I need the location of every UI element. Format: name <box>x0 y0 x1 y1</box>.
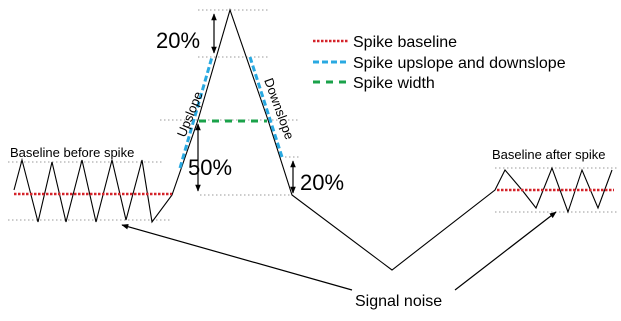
legend-item-spike-baseline: Spike baseline <box>313 34 457 51</box>
pct-right-label: 20% <box>300 170 344 195</box>
legend-item-spike-slope: Spike upslope and downslope <box>313 55 566 72</box>
pct-top-label: 20% <box>156 28 200 53</box>
noise-arrow-left <box>121 224 353 291</box>
legend-label-width: Spike width <box>353 75 435 92</box>
signal-noise-label: Signal noise <box>355 293 442 310</box>
legend-item-spike-width: Spike width <box>313 75 435 92</box>
pct-mid-label: 50% <box>188 155 232 180</box>
upslope-label: Upslope <box>174 89 206 139</box>
signal-trace <box>13 8 613 271</box>
legend: Spike baseline Spike upslope and downslo… <box>313 34 566 92</box>
noise-arrow-right <box>454 211 557 291</box>
upslope-line <box>178 56 214 169</box>
legend-label-slope: Spike upslope and downslope <box>353 55 566 72</box>
legend-label-baseline: Spike baseline <box>353 34 457 51</box>
baseline-before-label: Baseline before spike <box>10 145 134 160</box>
baseline-after-label: Baseline after spike <box>492 147 605 162</box>
